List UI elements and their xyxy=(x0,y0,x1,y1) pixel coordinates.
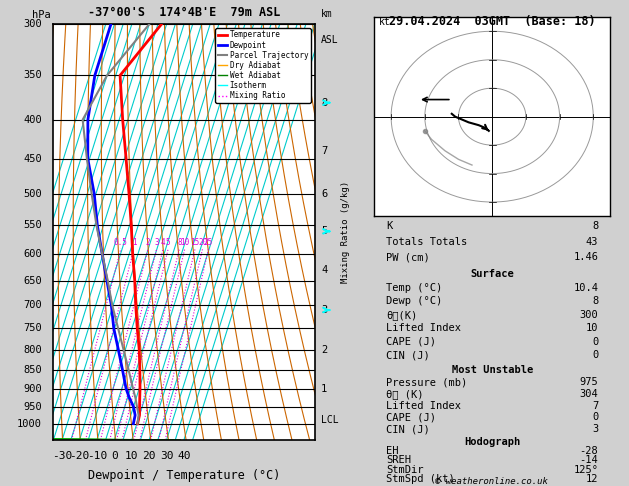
Text: 975: 975 xyxy=(579,377,598,387)
Text: -20: -20 xyxy=(69,451,90,462)
Text: CAPE (J): CAPE (J) xyxy=(386,412,436,422)
Text: 1: 1 xyxy=(131,238,136,246)
Text: 10: 10 xyxy=(125,451,138,462)
Text: Totals Totals: Totals Totals xyxy=(386,237,467,247)
Text: -28: -28 xyxy=(579,446,598,456)
Text: 0: 0 xyxy=(592,337,598,347)
Text: 2: 2 xyxy=(146,238,150,246)
Text: ASL: ASL xyxy=(321,35,338,45)
Text: Hodograph: Hodograph xyxy=(464,437,520,447)
Text: 3: 3 xyxy=(321,305,327,315)
Text: SREH: SREH xyxy=(386,455,411,466)
Text: 20: 20 xyxy=(142,451,156,462)
Text: Dewp (°C): Dewp (°C) xyxy=(386,296,442,306)
Text: 6: 6 xyxy=(321,189,327,199)
Text: 8: 8 xyxy=(177,238,182,246)
Text: 1.46: 1.46 xyxy=(574,252,598,262)
Text: 3: 3 xyxy=(592,424,598,434)
Text: -37°00'S  174°4B'E  79m ASL: -37°00'S 174°4B'E 79m ASL xyxy=(88,6,280,19)
Text: 4: 4 xyxy=(321,265,327,276)
Text: 500: 500 xyxy=(23,189,42,199)
Text: 304: 304 xyxy=(579,389,598,399)
Text: 7: 7 xyxy=(321,146,327,156)
Text: CIN (J): CIN (J) xyxy=(386,424,430,434)
Text: 350: 350 xyxy=(23,70,42,80)
Text: 300: 300 xyxy=(23,19,42,29)
Text: -10: -10 xyxy=(87,451,107,462)
Text: EH: EH xyxy=(386,446,399,456)
Text: 4: 4 xyxy=(161,238,165,246)
Text: 5: 5 xyxy=(321,226,327,236)
Text: hPa: hPa xyxy=(32,10,51,20)
Text: 900: 900 xyxy=(23,384,42,394)
Text: km: km xyxy=(321,9,333,19)
Text: θᴄ(K): θᴄ(K) xyxy=(386,310,417,320)
Text: 0: 0 xyxy=(111,451,118,462)
Text: StmSpd (kt): StmSpd (kt) xyxy=(386,474,455,484)
Text: -30: -30 xyxy=(52,451,72,462)
Text: 850: 850 xyxy=(23,364,42,375)
Text: Lifted Index: Lifted Index xyxy=(386,400,461,411)
Text: 950: 950 xyxy=(23,401,42,412)
Text: LCL: LCL xyxy=(321,416,338,425)
Text: Most Unstable: Most Unstable xyxy=(452,365,533,375)
Text: 15: 15 xyxy=(191,238,199,246)
Text: 2: 2 xyxy=(321,345,327,355)
Legend: Temperature, Dewpoint, Parcel Trajectory, Dry Adiabat, Wet Adiabat, Isotherm, Mi: Temperature, Dewpoint, Parcel Trajectory… xyxy=(215,28,311,103)
Text: Surface: Surface xyxy=(470,269,514,279)
Text: 30: 30 xyxy=(160,451,174,462)
Text: 10.4: 10.4 xyxy=(574,282,598,293)
Text: 0: 0 xyxy=(592,350,598,360)
Text: 40: 40 xyxy=(177,451,191,462)
Text: 8: 8 xyxy=(321,98,327,108)
Text: 700: 700 xyxy=(23,300,42,311)
Text: 750: 750 xyxy=(23,323,42,333)
Text: CIN (J): CIN (J) xyxy=(386,350,430,360)
Text: 3: 3 xyxy=(155,238,159,246)
Text: 7: 7 xyxy=(592,400,598,411)
Text: CAPE (J): CAPE (J) xyxy=(386,337,436,347)
Text: 450: 450 xyxy=(23,154,42,164)
Text: 10: 10 xyxy=(586,323,598,333)
Text: 8: 8 xyxy=(592,296,598,306)
Text: θᴄ (K): θᴄ (K) xyxy=(386,389,423,399)
Text: 0: 0 xyxy=(592,412,598,422)
Text: Temp (°C): Temp (°C) xyxy=(386,282,442,293)
Text: 20: 20 xyxy=(198,238,207,246)
Text: kt: kt xyxy=(379,17,391,27)
Text: 29.04.2024  03GMT  (Base: 18): 29.04.2024 03GMT (Base: 18) xyxy=(389,15,595,28)
Text: Dewpoint / Temperature (°C): Dewpoint / Temperature (°C) xyxy=(88,469,280,482)
Text: StmDir: StmDir xyxy=(386,465,423,475)
Text: 650: 650 xyxy=(23,276,42,286)
Text: Lifted Index: Lifted Index xyxy=(386,323,461,333)
Text: PW (cm): PW (cm) xyxy=(386,252,430,262)
Text: 800: 800 xyxy=(23,345,42,355)
Text: 12: 12 xyxy=(586,474,598,484)
Text: 0.5: 0.5 xyxy=(114,238,128,246)
Text: 550: 550 xyxy=(23,220,42,230)
Text: K: K xyxy=(386,222,392,231)
Text: 1: 1 xyxy=(321,384,327,394)
Text: 125°: 125° xyxy=(574,465,598,475)
Text: Pressure (mb): Pressure (mb) xyxy=(386,377,467,387)
Text: 600: 600 xyxy=(23,249,42,259)
Text: 300: 300 xyxy=(579,310,598,320)
Text: Mixing Ratio (g/kg): Mixing Ratio (g/kg) xyxy=(342,181,350,283)
Text: 43: 43 xyxy=(586,237,598,247)
Text: 10: 10 xyxy=(181,238,189,246)
Text: © weatheronline.co.uk: © weatheronline.co.uk xyxy=(435,476,548,486)
Text: 400: 400 xyxy=(23,115,42,125)
Text: -14: -14 xyxy=(579,455,598,466)
Text: 25: 25 xyxy=(204,238,213,246)
Text: 1000: 1000 xyxy=(17,418,42,429)
Text: 8: 8 xyxy=(592,222,598,231)
Text: 5: 5 xyxy=(166,238,170,246)
